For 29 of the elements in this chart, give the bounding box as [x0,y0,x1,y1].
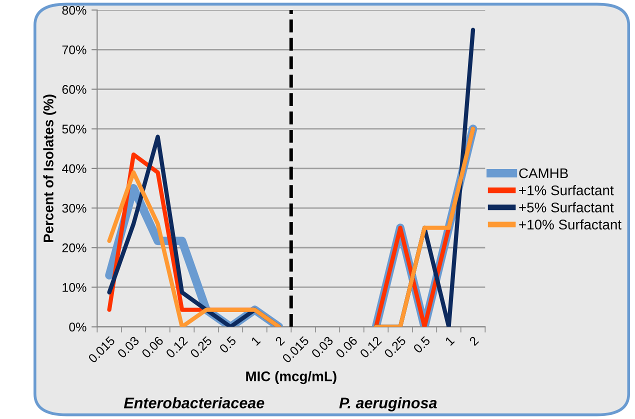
x-tick-label: 0.12 [359,336,382,358]
x-tick-label: 0.5 [412,336,431,354]
text: Enterobacteriaceae [124,397,264,408]
x-tick-label: 2 [468,336,479,346]
y-tick-label: 70% [62,45,86,54]
text: P. aeruginosa [339,397,437,412]
x-tick-label: 0.06 [335,336,358,358]
y-tick-label: 40% [62,164,86,174]
legend-label: CAMHB [519,168,568,178]
y-tick-label: 0% [69,322,86,332]
y-tick-label: 20% [62,243,86,252]
x-tick-label: 1 [250,336,261,346]
x-tick-label: 0.03 [310,336,334,358]
x-tick-label: 0.12 [165,336,188,358]
y-axis-title: Percent of Isolates (%) [43,94,56,242]
y-tick-label: 30% [62,204,86,213]
x-tick-label: 0.06 [141,336,164,358]
legend-label: +1% Surfactant [519,185,614,196]
y-tick-label: 80% [62,6,86,15]
y-tick-label: 10% [62,283,86,292]
y-tick-label: 50% [62,124,86,134]
legend-label: +5% Surfactant [519,202,614,212]
x-axis-title: MIC (mcg/mL) [246,371,336,384]
x-tick-label: 1 [444,336,455,346]
x-tick-label: 0.03 [116,336,140,358]
y-tick-label: 60% [62,85,86,94]
legend-label: +10% Surfactant [519,219,622,230]
x-tick-label: 2 [274,336,285,346]
x-tick-label: 0.5 [218,336,237,354]
